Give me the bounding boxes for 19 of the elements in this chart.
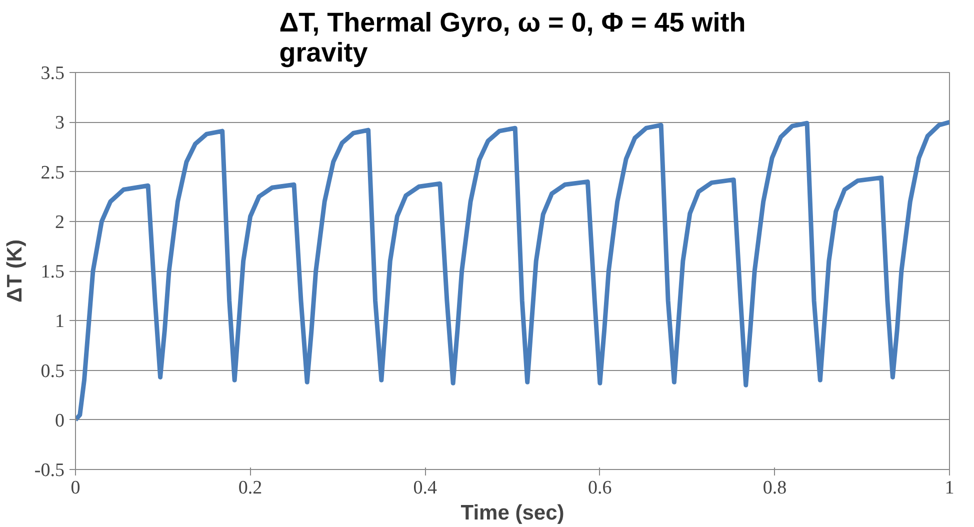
line-series (76, 120, 950, 422)
y-tick-label: 0 (55, 410, 64, 432)
x-tick-label: 1 (944, 478, 954, 498)
x-tick-label: 0.6 (588, 478, 612, 498)
x-tick-label: 0 (70, 478, 80, 498)
y-tick-label: 1 (55, 311, 64, 332)
x-tick-label: 0.2 (238, 478, 262, 498)
y-axis-title: ΔT (K) (3, 240, 26, 302)
x-axis-title: Time (sec) (460, 502, 564, 524)
y-tick-label: 3.5 (40, 63, 64, 84)
y-tick-label: 1.5 (40, 262, 64, 282)
chart-title: ΔT, Thermal Gyro, ω = 0, Φ = 45 with gravity (279, 8, 746, 68)
y-tick-label: 2.5 (40, 162, 64, 184)
y-tick-label: -0.5 (34, 460, 64, 481)
y-tick-label: 3 (55, 112, 64, 134)
y-tick-label: 2 (55, 212, 64, 233)
x-tick-label: 0.4 (413, 478, 438, 498)
x-tick-label: 0.8 (762, 478, 787, 498)
y-tick-label: 0.5 (40, 360, 64, 382)
